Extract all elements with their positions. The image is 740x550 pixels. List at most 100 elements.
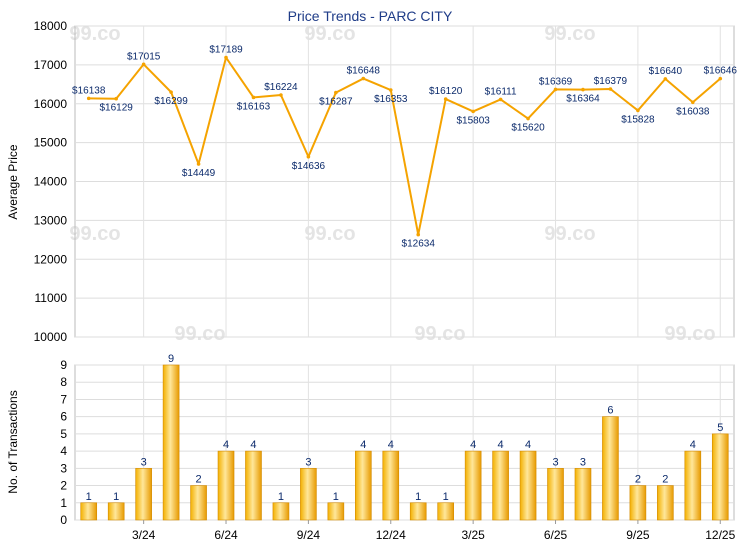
volume-bar	[245, 450, 262, 521]
price-data-label: $16640	[649, 66, 683, 77]
volume-data-label: 4	[470, 439, 476, 451]
price-data-label: $16120	[429, 86, 463, 97]
volume-bar	[382, 450, 400, 521]
volume-bar	[162, 364, 180, 521]
volume-data-label: 1	[86, 491, 92, 503]
watermark-text: 99.co	[69, 223, 120, 245]
watermark-text: 99.co	[664, 323, 715, 345]
price-point	[636, 108, 640, 113]
price-tick-label: 16000	[34, 97, 68, 111]
price-point	[196, 162, 201, 166]
price-data-label: $17189	[209, 45, 243, 56]
price-point	[608, 87, 613, 91]
price-point	[498, 97, 503, 102]
x-tick-label: 6/25	[544, 528, 568, 542]
volume-bar	[547, 468, 564, 521]
chart-title: Price Trends - PARC CITY	[288, 8, 453, 24]
volume-panel: 0 1 2 3 4 5 6 7 8 9 1 1 3 9 2 4 4 1 3 1 4 4 1 1 4 4 4 3 3 6 2 2 4 5 3/24 6/…	[60, 353, 735, 542]
volume-tick-label: 1	[60, 496, 67, 510]
price-point	[581, 87, 585, 92]
volume-data-label: 3	[141, 456, 147, 468]
volume-data-label: 4	[388, 439, 394, 451]
volume-data-label: 9	[168, 353, 174, 365]
price-data-label: $16353	[374, 94, 408, 105]
volume-bar	[602, 416, 619, 521]
volume-bar	[464, 450, 482, 521]
price-point	[141, 62, 146, 67]
volume-tick-label: 3	[60, 461, 67, 475]
volume-data-label: 3	[552, 456, 558, 468]
x-tick-label: 9/24	[297, 528, 321, 542]
volume-data-label: 2	[662, 474, 668, 486]
volume-tick-label: 6	[60, 410, 67, 424]
price-point	[334, 90, 338, 95]
price-axis-title: Average Price	[6, 144, 20, 219]
x-tick-label: 6/24	[214, 528, 238, 542]
x-tick-label: 3/24	[132, 528, 156, 542]
price-data-label: $16379	[594, 76, 628, 87]
volume-data-label: 3	[580, 456, 586, 468]
volume-data-label: 1	[278, 491, 284, 503]
volume-bar	[217, 450, 235, 521]
watermark-text: 99.co	[304, 23, 355, 45]
price-data-label: $16287	[319, 97, 353, 108]
price-point	[691, 100, 695, 105]
price-point	[361, 76, 366, 81]
volume-bar	[437, 502, 454, 521]
price-data-label: $16646	[704, 66, 738, 77]
price-data-label: $15803	[456, 115, 490, 126]
price-point	[718, 76, 723, 81]
volume-data-label: 3	[305, 456, 311, 468]
volume-data-label: 1	[415, 491, 421, 503]
price-data-label: $15620	[511, 123, 545, 134]
volume-tick-label: 0	[60, 513, 67, 527]
volume-bar	[107, 502, 125, 521]
price-data-label: $16369	[539, 76, 573, 87]
volume-bar	[80, 502, 98, 521]
price-data-label: $16129	[100, 103, 134, 114]
price-line	[88, 56, 721, 236]
price-point	[279, 93, 283, 97]
price-point	[114, 96, 118, 101]
volume-data-label: 5	[717, 422, 723, 434]
price-point	[663, 77, 668, 81]
watermark-text: 99.co	[544, 223, 595, 245]
price-point	[251, 95, 256, 100]
volume-data-label: 1	[113, 491, 119, 503]
volume-tick-label: 4	[60, 444, 67, 458]
volume-bar	[519, 450, 537, 521]
volume-tick-label: 8	[60, 375, 67, 389]
volume-data-label: 4	[250, 439, 256, 451]
volume-bar	[355, 450, 372, 521]
price-tick-label: 17000	[34, 58, 68, 72]
watermark-text: 99.co	[544, 23, 595, 45]
price-tick-label: 13000	[34, 213, 68, 227]
price-data-label: $16163	[237, 101, 271, 112]
watermark-text: 99.co	[69, 23, 120, 45]
volume-bar	[327, 502, 345, 521]
price-data-label: $16224	[264, 82, 298, 93]
volume-tick-label: 5	[60, 427, 67, 441]
price-point	[224, 55, 228, 60]
x-tick-label: 9/25	[626, 528, 650, 542]
volume-tick-label: 2	[60, 479, 67, 493]
watermark-text: 99.co	[414, 323, 465, 345]
volume-bar	[684, 450, 702, 521]
price-point	[471, 109, 475, 114]
price-data-label: $14636	[292, 161, 326, 172]
price-point	[526, 116, 530, 121]
price-point	[86, 96, 91, 101]
price-data-label: $14449	[182, 168, 216, 179]
volume-data-label: 4	[223, 439, 229, 451]
volume-bar	[657, 485, 674, 521]
price-data-label: $12634	[402, 239, 436, 250]
volume-bar	[190, 485, 207, 521]
price-data-label: $16648	[347, 66, 381, 77]
x-tick-label: 12/24	[376, 528, 406, 542]
price-point	[169, 90, 173, 94]
volume-bar	[492, 450, 509, 521]
volume-bar	[272, 502, 290, 521]
price-tick-label: 18000	[34, 19, 68, 33]
price-data-label: $16364	[566, 94, 600, 105]
